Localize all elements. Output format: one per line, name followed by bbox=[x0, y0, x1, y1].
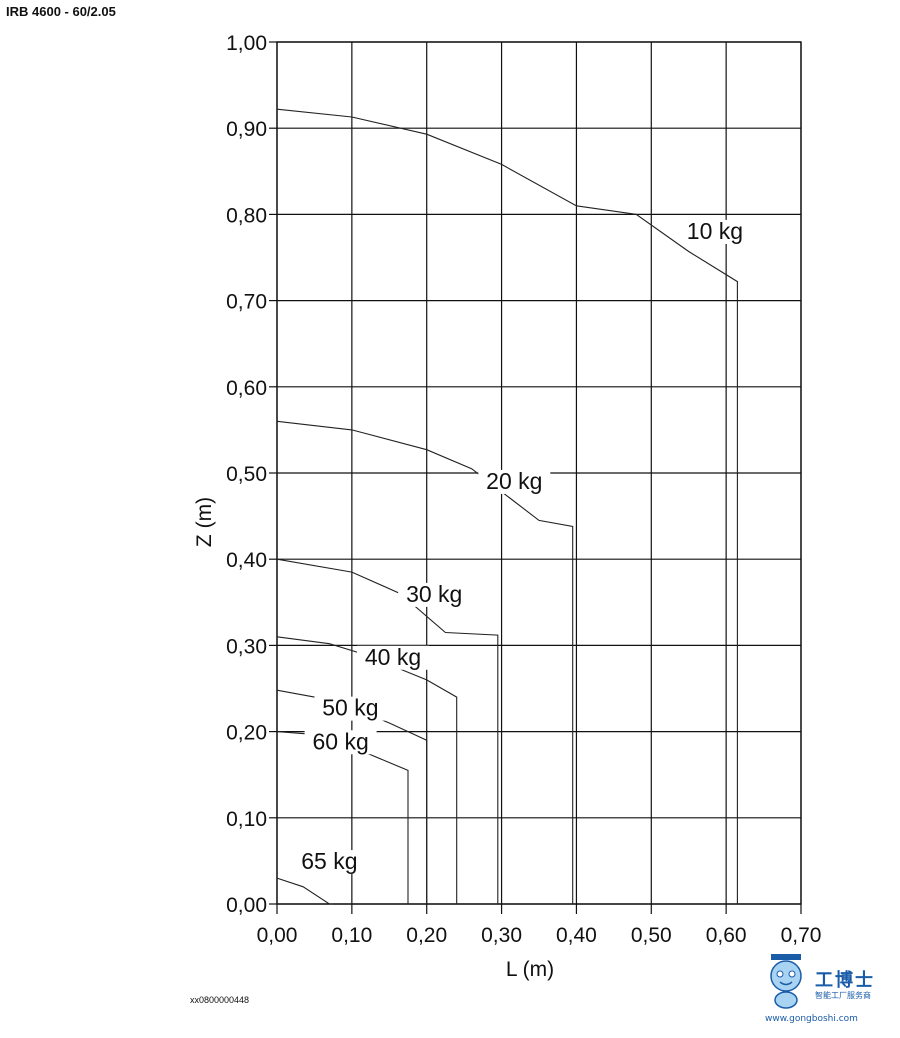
plot-border bbox=[276, 41, 802, 905]
x-tick-label: 0,70 bbox=[781, 924, 822, 947]
curve-label: 30 kg bbox=[406, 581, 462, 607]
curve-label-background bbox=[678, 219, 751, 244]
y-tick-label: 0,00 bbox=[226, 894, 267, 917]
plot-frame bbox=[276, 41, 802, 905]
y-tick-label: 0,70 bbox=[226, 291, 267, 314]
curve-label: 60 kg bbox=[312, 728, 368, 754]
y-tick-label: 0,90 bbox=[226, 118, 267, 141]
y-tick-label: 0,50 bbox=[226, 463, 267, 486]
curve-label: 10 kg bbox=[687, 218, 743, 244]
y-tick-label: 0,60 bbox=[226, 377, 267, 400]
x-tick-label: 0,50 bbox=[631, 924, 672, 947]
document-code: xx0800000448 bbox=[190, 995, 250, 1005]
payload-curve bbox=[276, 420, 574, 904]
watermark-logo: 工博士 智能工厂服务商 www.gongboshi.com bbox=[763, 950, 893, 1030]
curve-label-background bbox=[304, 730, 377, 755]
y-tick-label: 0,80 bbox=[226, 204, 267, 227]
x-tick-label: 0,20 bbox=[406, 924, 447, 947]
curve-labels: 10 kg 20 kg 30 kg 40 kg 50 kg 60 kg 65 kg bbox=[293, 218, 751, 875]
x-tick-label: 0,10 bbox=[331, 924, 372, 947]
tick-labels: 0,00 0,10 0,20 0,30 0,40 0,50 0,60 0,70 0,00 0,10… bbox=[226, 32, 821, 947]
x-tick-label: 0,60 bbox=[706, 924, 747, 947]
x-tick-label: 0,00 bbox=[257, 924, 298, 947]
y-axis-label: Z (m) bbox=[193, 497, 216, 547]
curve-label: 40 kg bbox=[365, 644, 421, 670]
mascot-icon bbox=[770, 954, 802, 1009]
y-tick-label: 0,40 bbox=[226, 549, 267, 572]
watermark-url: www.gongboshi.com bbox=[765, 1014, 858, 1024]
x-tick-label: 0,30 bbox=[481, 924, 522, 947]
page-title: IRB 4600 - 60/2.05 bbox=[6, 4, 116, 19]
curve-label: 65 kg bbox=[301, 848, 357, 874]
y-tick-label: 0,20 bbox=[226, 722, 267, 745]
curve-label-background bbox=[314, 696, 387, 721]
curve-label-background bbox=[398, 582, 471, 607]
curve-label: 20 kg bbox=[486, 468, 542, 494]
y-tick-label: 0,30 bbox=[226, 635, 267, 658]
payload-curve bbox=[276, 877, 334, 905]
payload-curves bbox=[276, 108, 738, 905]
watermark-title: 工博士 bbox=[815, 970, 875, 991]
curve-label-background bbox=[478, 469, 551, 494]
watermark-subtitle: 智能工厂服务商 bbox=[815, 991, 871, 1000]
payload-curve bbox=[276, 558, 499, 904]
curve-label-background bbox=[357, 645, 430, 670]
curve-label: 50 kg bbox=[322, 695, 378, 721]
y-tick-label: 1,00 bbox=[226, 32, 267, 55]
payload-curve bbox=[276, 108, 738, 904]
x-axis-label: L (m) bbox=[506, 958, 554, 981]
y-tick-label: 0,10 bbox=[226, 808, 267, 831]
x-tick-label: 0,40 bbox=[556, 924, 597, 947]
curve-label-background bbox=[293, 850, 366, 875]
